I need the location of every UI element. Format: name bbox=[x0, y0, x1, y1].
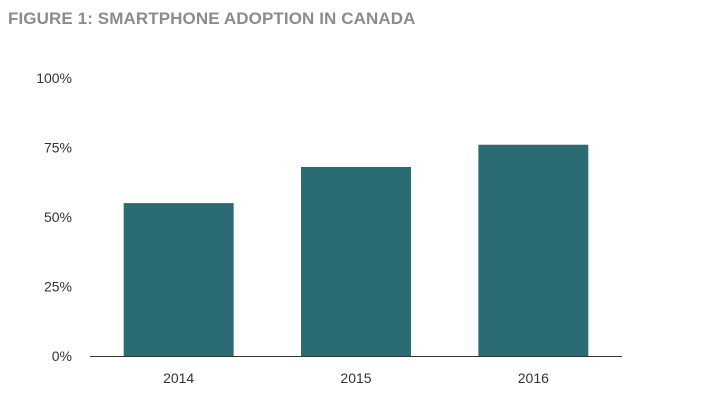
y-tick-label: 100% bbox=[36, 70, 72, 86]
y-tick-label: 25% bbox=[44, 279, 72, 295]
bar-2016 bbox=[478, 144, 589, 356]
chart-title: FIGURE 1: SMARTPHONE ADOPTION IN CANADA bbox=[8, 9, 416, 28]
y-axis-tick-labels: 0% 25% 50% 75% 100% bbox=[36, 70, 72, 364]
bar-2015 bbox=[301, 166, 411, 356]
y-tick-label: 0% bbox=[52, 348, 72, 364]
x-axis-tick-labels: 2014 2015 2016 bbox=[163, 370, 549, 386]
bar-2014 bbox=[123, 203, 234, 356]
y-tick-label: 50% bbox=[44, 209, 72, 225]
bars bbox=[123, 144, 589, 356]
x-tick-label: 2016 bbox=[518, 370, 549, 386]
x-tick-label: 2015 bbox=[340, 370, 371, 386]
x-tick-label: 2014 bbox=[163, 370, 194, 386]
y-tick-label: 75% bbox=[44, 140, 72, 156]
